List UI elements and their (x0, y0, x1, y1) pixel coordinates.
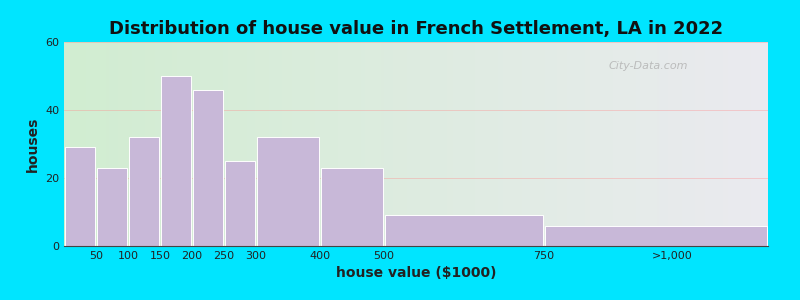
Bar (129, 137, 159, 246)
Bar (193, 90, 223, 246)
Bar (65, 147, 95, 246)
Y-axis label: houses: houses (26, 116, 39, 172)
Bar (257, 137, 319, 246)
Bar (225, 161, 255, 246)
X-axis label: house value ($1000): house value ($1000) (336, 266, 496, 280)
Bar (321, 168, 383, 246)
Bar (385, 215, 543, 246)
Bar (97, 168, 127, 246)
Title: Distribution of house value in French Settlement, LA in 2022: Distribution of house value in French Se… (109, 20, 723, 38)
Text: City-Data.com: City-Data.com (609, 61, 688, 71)
Bar (161, 76, 191, 246)
Bar (545, 226, 767, 246)
